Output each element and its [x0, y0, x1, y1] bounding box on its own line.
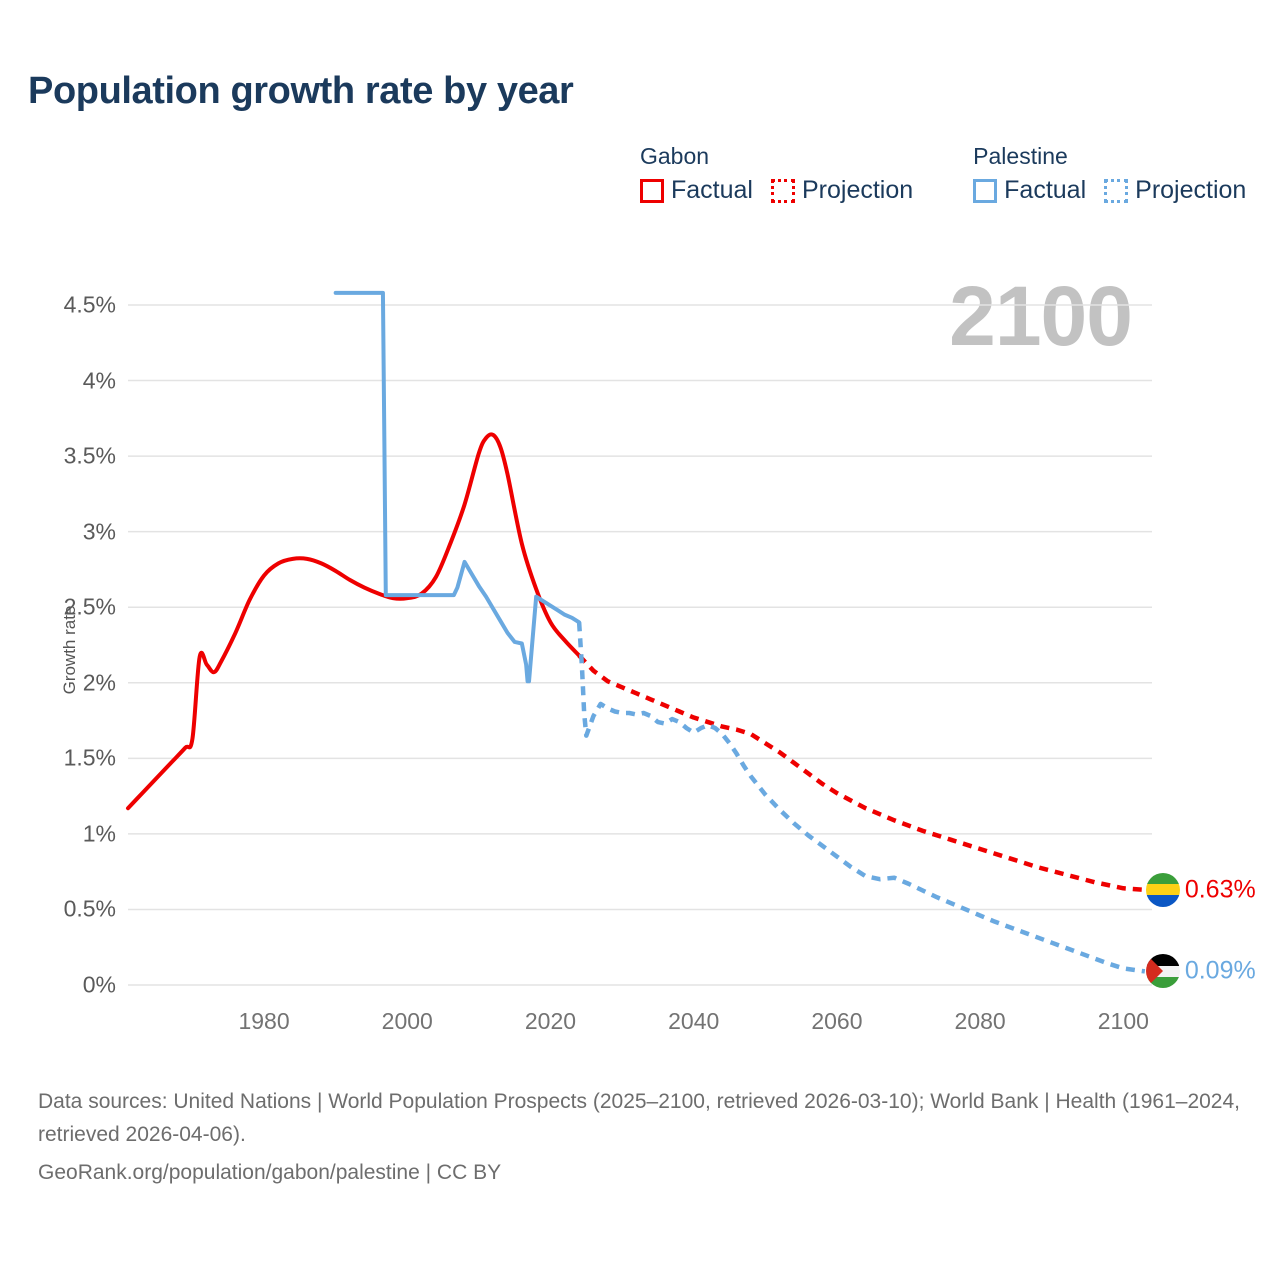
watermark-year-label: 2100 — [949, 269, 1133, 363]
legend-item-gabon-factual[interactable]: Factual — [640, 176, 753, 205]
legend-group-gabon: Gabon Factual Projection — [640, 143, 913, 205]
legend-group-palestine: Palestine Factual Projection — [973, 143, 1246, 205]
legend-entry-row: Factual Projection — [640, 176, 913, 205]
y-axis-tick-label: 0% — [82, 971, 116, 998]
flag-icon-palestine — [1145, 954, 1180, 989]
flag-triangle — [1145, 954, 1163, 989]
flag-band — [1145, 872, 1180, 885]
y-axis-tick-label: 4% — [82, 367, 116, 394]
flag-band — [1145, 965, 1180, 978]
legend-label: Projection — [1135, 176, 1247, 204]
y-axis-tick-label: 1% — [82, 820, 116, 847]
x-axis-tick-label: 2060 — [811, 1008, 863, 1034]
legend-swatch-dotted-icon — [770, 178, 795, 203]
y-axis-tick-label: 0.5% — [63, 895, 116, 922]
x-axis-tick-label: 1980 — [238, 1008, 290, 1034]
series-line-gabon-projection — [577, 654, 1145, 893]
x-axis-tick-label: 2080 — [954, 1008, 1006, 1034]
x-axis-tick-label: 2020 — [524, 1008, 577, 1034]
legend-swatch-solid-icon — [973, 178, 998, 203]
legend-item-palestine-factual[interactable]: Factual — [973, 176, 1086, 205]
legend-label: Factual — [1004, 176, 1087, 204]
y-axis-tick-label: 3% — [82, 518, 116, 545]
y-axis-tick-label: 2.5% — [63, 593, 116, 620]
legend-swatch-solid-icon — [640, 178, 664, 203]
x-axis-tick-label: 2000 — [381, 1008, 433, 1034]
footer-note: Data sources: United Nations | World Pop… — [38, 1086, 1248, 1190]
x-axis-tick-label: 2100 — [1097, 1008, 1149, 1034]
series-line-gabon-factual — [126, 432, 582, 811]
series-line-palestine-factual — [333, 290, 582, 684]
legend-entry-row: Factual Projection — [973, 176, 1246, 205]
x-axis-tick-label: 2040 — [668, 1008, 720, 1034]
y-axis-tick-label: 4.5% — [63, 291, 116, 318]
legend-label: Projection — [801, 176, 914, 204]
page-title: Population growth rate by year — [28, 70, 574, 112]
flag-band — [1145, 884, 1180, 896]
legend-group-title: Gabon — [640, 143, 710, 169]
y-axis-tick-label: 1.5% — [63, 744, 116, 771]
legend-group-title: Palestine — [973, 143, 1068, 169]
footer-sources: Data sources: United Nations | World Pop… — [38, 1090, 1240, 1146]
legend-swatch-dotted-icon — [1104, 178, 1129, 203]
y-axis-tick-label: 2% — [82, 669, 116, 696]
chart-legend: Gabon Factual Projection Palestine Factual Pr… — [640, 143, 1260, 205]
legend-label: Factual — [671, 176, 753, 204]
y-axis-tick-label: 3.5% — [63, 442, 116, 469]
footer-link: GeoRank.org/population/gabon/palestine |… — [38, 1161, 502, 1185]
legend-item-gabon-projection[interactable]: Projection — [770, 176, 914, 205]
end-label-palestine: 0.09% — [1184, 956, 1256, 985]
legend-item-palestine-projection[interactable]: Projection — [1104, 176, 1246, 205]
flag-icon-gabon — [1145, 872, 1180, 907]
flag-band — [1145, 977, 1180, 989]
flag-band — [1145, 895, 1180, 907]
flag-band — [1145, 954, 1180, 966]
series-line-palestine-projection — [576, 622, 1146, 974]
end-label-gabon: 0.63% — [1184, 875, 1256, 904]
